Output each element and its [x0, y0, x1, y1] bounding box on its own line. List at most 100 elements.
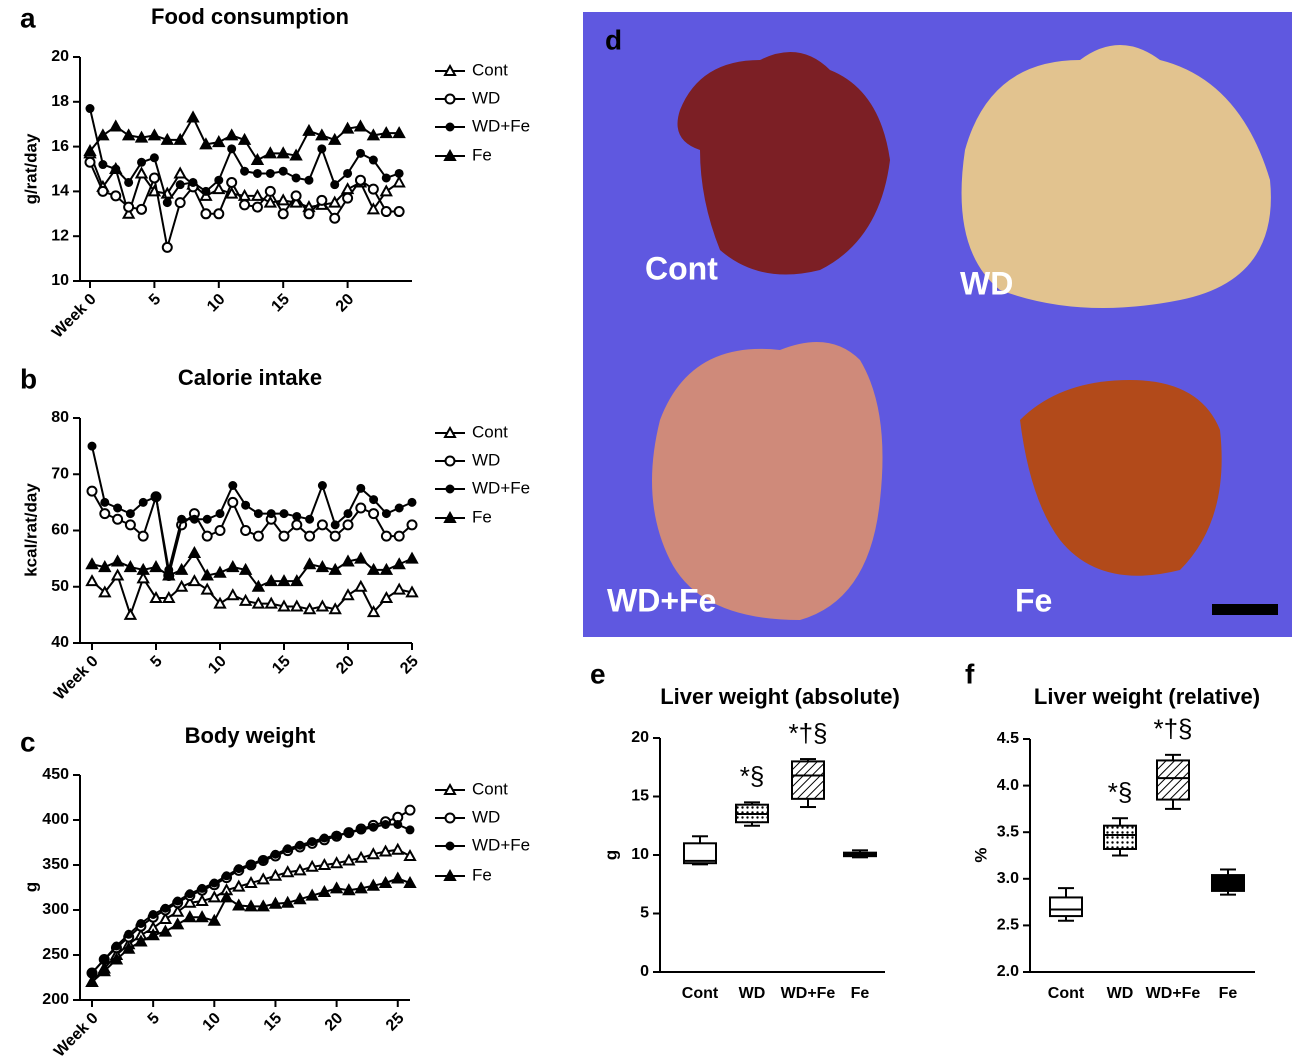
marker [381, 128, 391, 137]
marker [163, 243, 172, 252]
liver [652, 342, 883, 620]
y-tick-label: 400 [42, 811, 69, 828]
marker [113, 943, 120, 950]
marker [317, 601, 327, 610]
marker [405, 851, 415, 860]
marker [138, 159, 145, 166]
marker [241, 168, 248, 175]
marker [209, 892, 219, 901]
photo-label: Fe [1015, 582, 1052, 618]
marker [204, 516, 211, 523]
x-tick-label: Week 0 [51, 653, 102, 704]
marker [332, 858, 342, 867]
marker [235, 865, 242, 872]
marker [317, 562, 327, 571]
marker [295, 865, 305, 874]
marker [278, 195, 288, 204]
box [792, 761, 824, 798]
marker [307, 862, 317, 871]
x-tick-label: 25 [397, 653, 422, 678]
marker [234, 882, 244, 891]
marker [175, 168, 185, 177]
legend-label: WD+Fe [472, 478, 530, 497]
marker [333, 832, 340, 839]
y-axis-label: kcal/rat/day [21, 483, 40, 577]
marker [407, 587, 417, 596]
marker [330, 565, 340, 574]
marker [125, 931, 132, 938]
marker [284, 845, 291, 852]
marker [407, 826, 414, 833]
legend-label: Cont [472, 422, 508, 441]
marker [229, 482, 236, 489]
marker [202, 188, 209, 195]
marker [173, 919, 183, 928]
marker [356, 504, 365, 513]
marker [164, 199, 171, 206]
marker [283, 898, 293, 907]
marker [383, 510, 390, 517]
marker [394, 821, 401, 828]
marker [126, 520, 135, 529]
annotation: *†§ [788, 718, 827, 748]
marker [149, 130, 159, 139]
marker [87, 105, 94, 112]
marker [150, 911, 157, 918]
panel-letter: a [20, 2, 36, 33]
marker [306, 516, 313, 523]
marker [211, 880, 218, 887]
marker [368, 849, 378, 858]
marker [393, 845, 403, 854]
marker [228, 145, 235, 152]
marker [394, 559, 404, 568]
marker [309, 838, 316, 845]
marker [305, 604, 315, 613]
marker [201, 209, 210, 218]
marker [408, 520, 417, 529]
y-axis-label: g [21, 882, 40, 892]
marker [189, 576, 199, 585]
marker [332, 521, 339, 528]
marker [258, 874, 268, 883]
marker [305, 559, 315, 568]
marker [189, 548, 199, 557]
marker [447, 843, 454, 850]
marker [345, 829, 352, 836]
chart-title: Liver weight (absolute) [660, 684, 900, 709]
marker [280, 532, 289, 541]
marker [357, 150, 364, 157]
marker [343, 124, 353, 133]
marker [356, 176, 365, 185]
marker [319, 887, 329, 896]
figure: d Cont WD WD+Fe Fe Food consumptionag/ra… [0, 0, 1296, 1060]
marker [111, 121, 121, 130]
marker [266, 576, 276, 585]
marker [381, 847, 391, 856]
marker [356, 582, 366, 591]
marker [304, 126, 314, 135]
marker [246, 878, 256, 887]
panel-letter: b [20, 363, 37, 394]
marker [344, 856, 354, 865]
chart-title: Body weight [185, 723, 316, 748]
marker [254, 532, 263, 541]
legend-label: WD [472, 450, 500, 469]
marker [228, 590, 238, 599]
x-tick-label: 20 [333, 653, 358, 678]
marker [446, 95, 455, 104]
legend-label: WD+Fe [472, 116, 530, 135]
y-tick-label: 10 [51, 272, 69, 289]
marker [137, 133, 147, 142]
y-tick-label: 2.5 [997, 917, 1019, 934]
legend-label: Fe [472, 145, 492, 164]
marker [279, 576, 289, 585]
x-tick-label: Fe [851, 985, 870, 1002]
x-tick-label: Week 0 [49, 291, 100, 342]
legend-label: Cont [472, 779, 508, 798]
marker [270, 899, 280, 908]
y-tick-label: 300 [42, 901, 69, 918]
marker [272, 851, 279, 858]
marker [217, 510, 224, 517]
marker [177, 181, 184, 188]
y-tick-label: 4.0 [997, 777, 1019, 794]
